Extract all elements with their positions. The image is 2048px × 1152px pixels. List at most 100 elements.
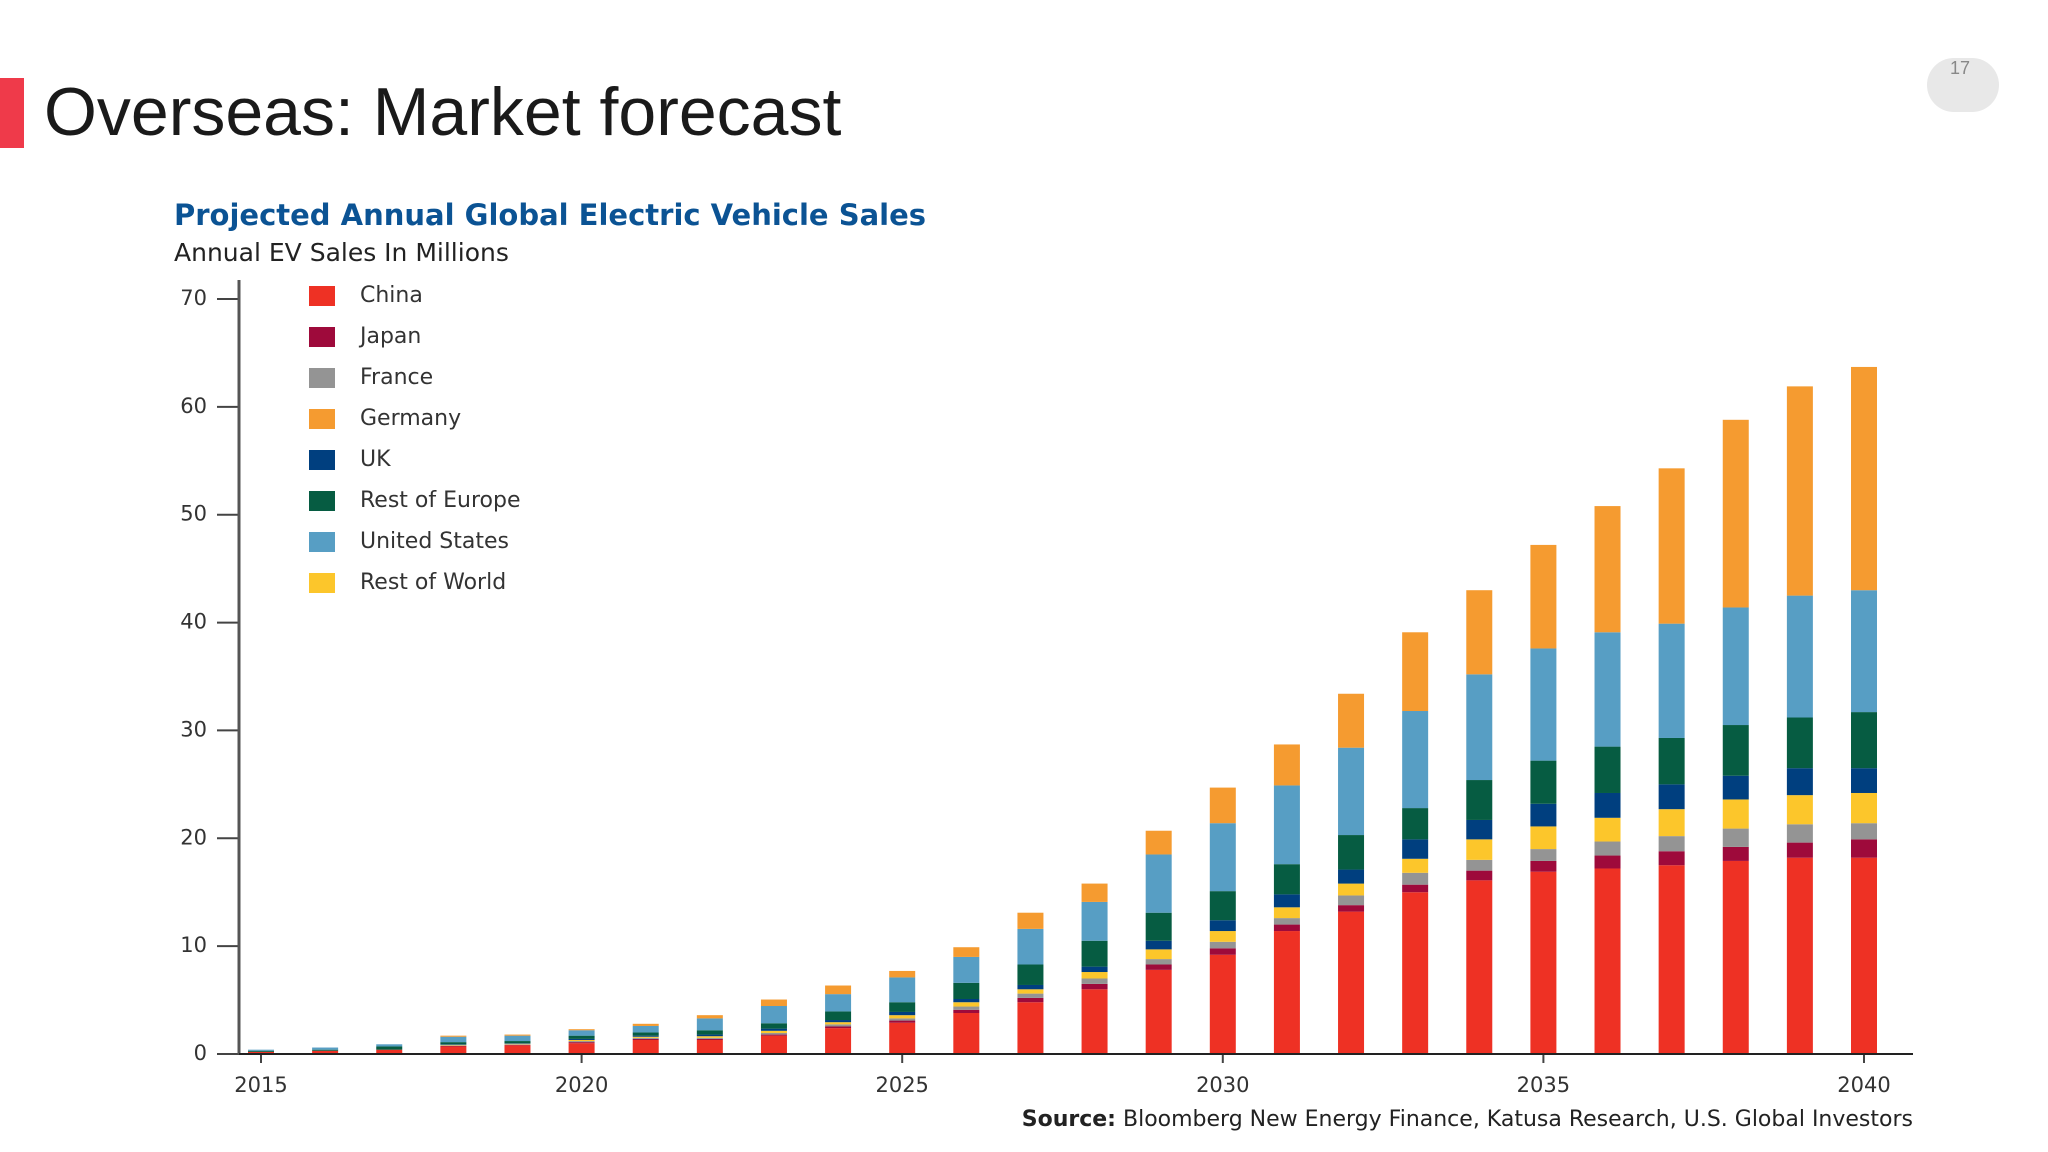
bar-segment — [632, 1037, 659, 1039]
bar-segment — [760, 1030, 787, 1033]
bar-segment — [248, 1050, 274, 1052]
bar-segment — [760, 1032, 787, 1035]
bar-segment — [953, 1013, 980, 1054]
bar-segment — [440, 1042, 467, 1045]
y-tick-label: 50 — [180, 502, 207, 526]
bar-segment — [760, 1028, 787, 1031]
bar-segment — [1786, 386, 1813, 596]
bar-segment — [1081, 989, 1108, 1054]
bar-segment — [632, 1038, 659, 1040]
bar-segment — [504, 1034, 531, 1036]
bar-segment — [953, 947, 980, 957]
bar-segment — [504, 1041, 531, 1044]
legend-swatch — [309, 450, 335, 470]
bar-segment — [1273, 907, 1300, 919]
bar-segment — [248, 1051, 274, 1054]
y-tick-label: 0 — [194, 1041, 207, 1065]
bar-segment — [1338, 883, 1365, 896]
legend-label: China — [360, 283, 423, 308]
bar-segment — [889, 977, 916, 1003]
bar-segment — [696, 1037, 723, 1039]
bar-segment — [696, 1018, 723, 1031]
bar-segment — [1530, 826, 1557, 850]
bar-segment — [1851, 768, 1877, 793]
y-tick-label: 70 — [180, 286, 207, 310]
bar-segment — [1017, 993, 1044, 998]
bar-segment — [1209, 920, 1236, 932]
bar-segment — [1145, 949, 1172, 960]
bar-segment — [1209, 941, 1236, 949]
x-tick-label: 2015 — [234, 1073, 287, 1097]
bar-segment — [1658, 623, 1685, 738]
bar-segment — [1851, 792, 1877, 824]
bar-segment — [440, 1044, 467, 1046]
bar-segment — [632, 1032, 659, 1036]
bar-segment — [1594, 855, 1621, 869]
bar-segment — [760, 999, 787, 1007]
bar-segment — [1145, 959, 1172, 965]
bar-segment — [1722, 799, 1749, 829]
bar-segment — [248, 1049, 274, 1051]
bar-segment — [376, 1049, 403, 1054]
bar-segment — [1273, 931, 1300, 1054]
bar-segment — [1017, 912, 1044, 929]
bar-segment — [953, 982, 980, 999]
bar-segment — [376, 1046, 403, 1050]
bar-segment — [1722, 860, 1749, 1054]
bar-segment — [1209, 948, 1236, 955]
bar-segment — [1081, 940, 1108, 967]
y-tick-label: 10 — [180, 933, 207, 957]
bar-segment — [504, 1044, 531, 1045]
bar-segment — [1017, 989, 1044, 994]
bar-segment — [889, 1018, 916, 1021]
bar-segment — [1273, 744, 1300, 786]
bar-segment — [376, 1044, 403, 1047]
page-number-pill — [1927, 58, 1999, 112]
y-tick-label: 20 — [180, 825, 207, 849]
bar-segment — [825, 1011, 852, 1021]
bar-segment — [504, 1043, 531, 1045]
bar-segment — [696, 1036, 723, 1038]
bar-segment — [953, 1002, 980, 1007]
bar-segment — [825, 1028, 852, 1054]
bar-segment — [1017, 984, 1044, 990]
bar-segment — [1017, 1002, 1044, 1054]
bar-segment — [1466, 870, 1493, 881]
bar-segment — [1209, 787, 1236, 824]
bar-segment — [825, 1020, 852, 1023]
legend-label: Japan — [358, 324, 421, 349]
legend-label: United States — [360, 529, 509, 554]
bar-segment — [312, 1049, 339, 1051]
bar-segment — [1402, 884, 1429, 893]
legend-label: Rest of Europe — [360, 488, 520, 513]
bar-segment — [1145, 854, 1172, 913]
bar-segment — [1530, 544, 1557, 649]
source-text: Bloomberg New Energy Finance, Katusa Res… — [1123, 1107, 1913, 1132]
bar-segment — [696, 1039, 723, 1054]
legend-swatch — [309, 286, 335, 306]
bar-segment — [1466, 859, 1493, 871]
legend-label: Rest of World — [360, 570, 506, 595]
bar-segment — [825, 1022, 852, 1025]
bar-segment — [1209, 931, 1236, 942]
bar-segment — [1786, 824, 1813, 843]
bar-segment — [889, 1022, 916, 1054]
bar-segment — [568, 1035, 595, 1039]
bar-segment — [1530, 760, 1557, 804]
bar-segment — [1209, 954, 1236, 1054]
bar-segment — [504, 1035, 531, 1042]
bar-segment — [440, 1036, 467, 1043]
x-tick-label: 2030 — [1196, 1073, 1249, 1097]
bar-segment — [1466, 839, 1493, 860]
bar-segment — [1594, 792, 1621, 818]
bar-segment — [1594, 817, 1621, 842]
bar-segment — [312, 1047, 339, 1050]
bar-segment — [1786, 842, 1813, 858]
bar-segment — [632, 1036, 659, 1038]
bar-segment — [1658, 836, 1685, 852]
bar-segment — [760, 1006, 787, 1024]
bar-segment — [1786, 795, 1813, 825]
bar-segment — [1786, 595, 1813, 718]
bar-segment — [1145, 912, 1172, 941]
